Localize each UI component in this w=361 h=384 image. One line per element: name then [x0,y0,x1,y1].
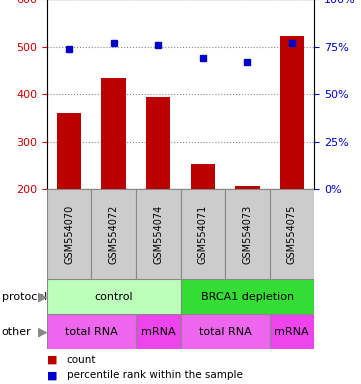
Bar [136,314,180,349]
Bar [57,113,82,189]
Text: GSM554070: GSM554070 [64,205,74,264]
Text: total RNA: total RNA [199,326,251,337]
Text: control: control [95,291,133,302]
Text: other: other [2,326,31,337]
Bar [136,189,180,279]
Text: protocol: protocol [2,291,47,302]
Text: mRNA: mRNA [274,326,309,337]
Bar [146,97,170,189]
Text: total RNA: total RNA [65,326,118,337]
Text: GSM554073: GSM554073 [242,205,252,264]
Bar [191,164,215,189]
Text: GSM554072: GSM554072 [109,205,119,264]
Text: ■: ■ [47,354,57,364]
Bar [279,36,304,189]
Text: ▶: ▶ [38,290,47,303]
Text: ▶: ▶ [38,325,47,338]
Bar [270,189,314,279]
Bar [235,186,260,189]
Text: BRCA1 depletion: BRCA1 depletion [201,291,294,302]
Bar [270,314,314,349]
Text: GSM554075: GSM554075 [287,205,297,264]
Text: GSM554071: GSM554071 [198,205,208,264]
Bar [91,189,136,279]
Bar [47,314,136,349]
Text: count: count [67,354,96,364]
Bar [47,279,180,314]
Bar [47,189,91,279]
Text: percentile rank within the sample: percentile rank within the sample [67,370,243,380]
Bar [225,189,270,279]
Bar [180,189,225,279]
Text: GSM554074: GSM554074 [153,205,163,264]
Bar [180,279,314,314]
Bar [101,78,126,189]
Text: mRNA: mRNA [141,326,175,337]
Text: ■: ■ [47,370,57,380]
Bar [180,314,270,349]
